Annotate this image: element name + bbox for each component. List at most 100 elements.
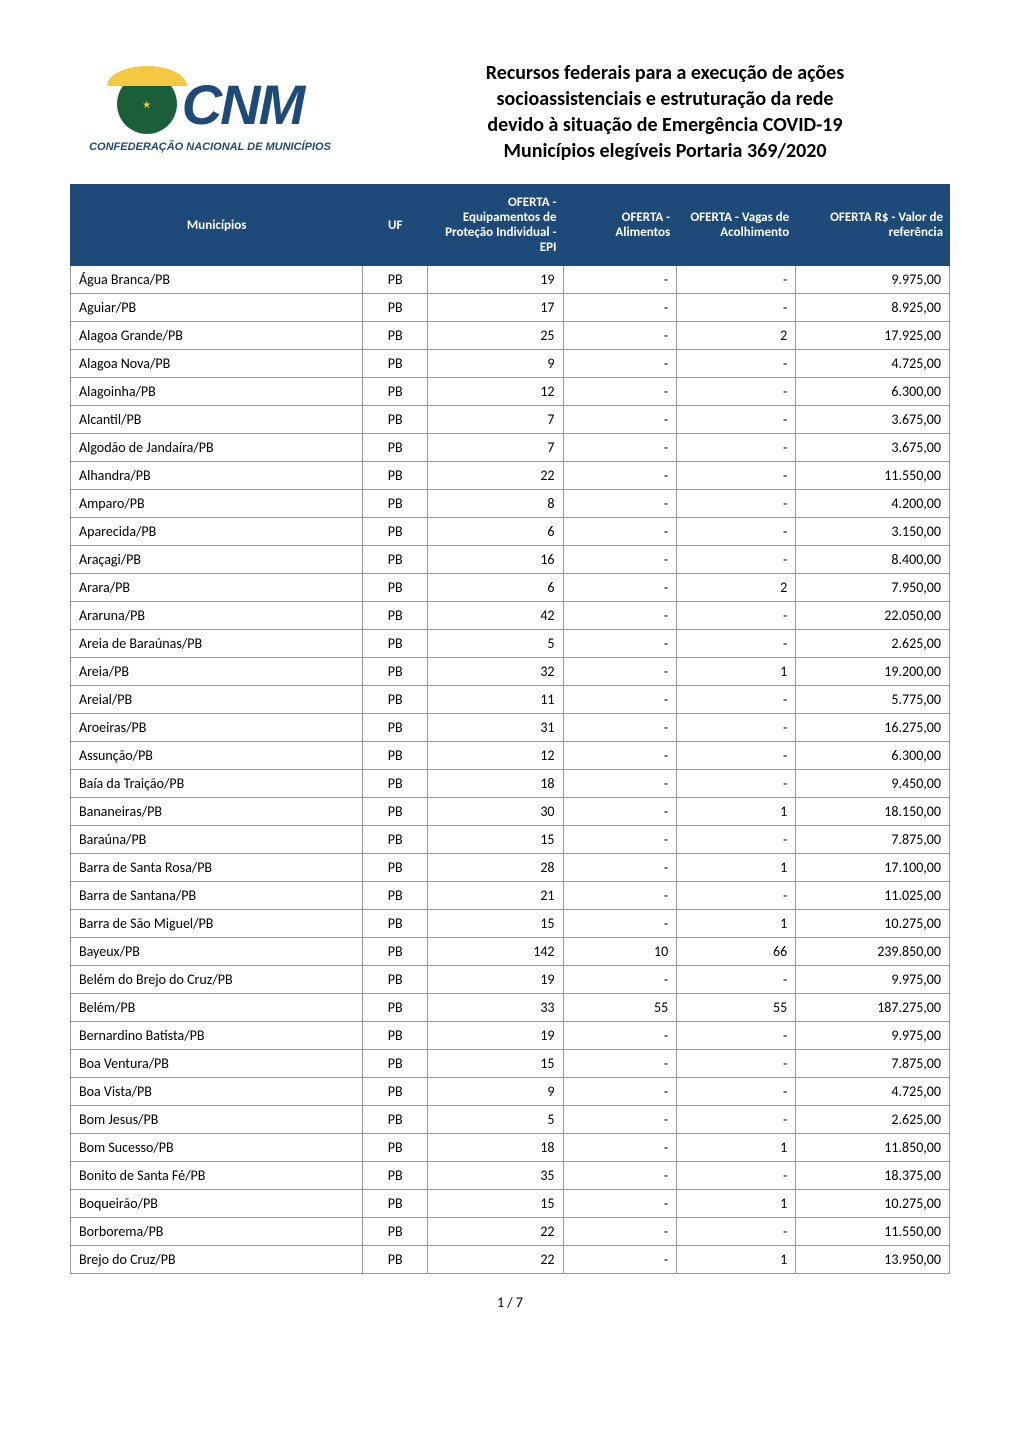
table-cell: Alagoa Grande/PB xyxy=(71,322,363,350)
table-cell: - xyxy=(677,462,796,490)
table-row: Barra de Santana/PBPB21--11.025,00 xyxy=(71,882,950,910)
table-cell: 19 xyxy=(428,1022,563,1050)
table-cell: 1 xyxy=(677,1190,796,1218)
title-line-1: Recursos federais para a execução de açõ… xyxy=(380,60,950,86)
table-cell: 9 xyxy=(428,350,563,378)
table-row: Baía da Traição/PBPB18--9.450,00 xyxy=(71,770,950,798)
table-cell: PB xyxy=(363,966,428,994)
table-cell: 239.850,00 xyxy=(796,938,950,966)
table-cell: 32 xyxy=(428,658,563,686)
table-cell: 17 xyxy=(428,294,563,322)
table-cell: 8.925,00 xyxy=(796,294,950,322)
table-cell: PB xyxy=(363,714,428,742)
table-cell: 6 xyxy=(428,518,563,546)
table-row: Bernardino Batista/PBPB19--9.975,00 xyxy=(71,1022,950,1050)
table-cell: 6.300,00 xyxy=(796,742,950,770)
table-cell: 1 xyxy=(677,1246,796,1274)
table-cell: - xyxy=(677,266,796,294)
table-cell: PB xyxy=(363,686,428,714)
table-cell: PB xyxy=(363,546,428,574)
col-header-municipios: Municípios xyxy=(71,185,363,266)
table-cell: - xyxy=(563,322,677,350)
table-cell: - xyxy=(563,350,677,378)
table-cell: 142 xyxy=(428,938,563,966)
table-cell: - xyxy=(563,854,677,882)
table-cell: 2 xyxy=(677,574,796,602)
table-cell: 1 xyxy=(677,658,796,686)
table-cell: 15 xyxy=(428,1050,563,1078)
table-cell: - xyxy=(563,798,677,826)
table-cell: PB xyxy=(363,434,428,462)
table-row: Barra de São Miguel/PBPB15-110.275,00 xyxy=(71,910,950,938)
table-row: Aroeiras/PBPB31--16.275,00 xyxy=(71,714,950,742)
table-row: Araçagi/PBPB16--8.400,00 xyxy=(71,546,950,574)
table-cell: 19 xyxy=(428,966,563,994)
table-cell: - xyxy=(677,490,796,518)
table-cell: 18 xyxy=(428,770,563,798)
table-row: Assunção/PBPB12--6.300,00 xyxy=(71,742,950,770)
table-cell: - xyxy=(563,1190,677,1218)
table-cell: - xyxy=(677,770,796,798)
table-row: Belém/PBPB335555187.275,00 xyxy=(71,994,950,1022)
table-cell: - xyxy=(677,1022,796,1050)
table-cell: Aroeiras/PB xyxy=(71,714,363,742)
table-cell: 2.625,00 xyxy=(796,1106,950,1134)
table-cell: Barra de Santa Rosa/PB xyxy=(71,854,363,882)
table-cell: 6.300,00 xyxy=(796,378,950,406)
table-cell: 4.725,00 xyxy=(796,1078,950,1106)
table-cell: PB xyxy=(363,938,428,966)
table-cell: PB xyxy=(363,798,428,826)
table-row: Areia/PBPB32-119.200,00 xyxy=(71,658,950,686)
table-row: Alagoa Nova/PBPB9--4.725,00 xyxy=(71,350,950,378)
table-cell: - xyxy=(677,742,796,770)
table-cell: - xyxy=(677,602,796,630)
table-row: Belém do Brejo do Cruz/PBPB19--9.975,00 xyxy=(71,966,950,994)
table-cell: PB xyxy=(363,1022,428,1050)
table-cell: Aparecida/PB xyxy=(71,518,363,546)
table-cell: - xyxy=(563,434,677,462)
table-cell: Alagoa Nova/PB xyxy=(71,350,363,378)
table-cell: - xyxy=(563,966,677,994)
table-body: Água Branca/PBPB19--9.975,00Aguiar/PBPB1… xyxy=(71,266,950,1274)
table-cell: PB xyxy=(363,1190,428,1218)
table-cell: 16 xyxy=(428,546,563,574)
table-cell: - xyxy=(677,1162,796,1190)
table-row: Arara/PBPB6-27.950,00 xyxy=(71,574,950,602)
table-cell: - xyxy=(677,1078,796,1106)
table-row: Barra de Santa Rosa/PBPB28-117.100,00 xyxy=(71,854,950,882)
table-cell: PB xyxy=(363,1050,428,1078)
table-cell: 1 xyxy=(677,1134,796,1162)
table-cell: 5.775,00 xyxy=(796,686,950,714)
table-cell: 11.025,00 xyxy=(796,882,950,910)
table-cell: 3.150,00 xyxy=(796,518,950,546)
table-cell: - xyxy=(563,1078,677,1106)
table-cell: - xyxy=(563,910,677,938)
table-cell: - xyxy=(677,378,796,406)
table-cell: 2.625,00 xyxy=(796,630,950,658)
municipalities-table: Municípios UF OFERTA - Equipamentos de P… xyxy=(70,184,950,1274)
table-cell: PB xyxy=(363,770,428,798)
table-cell: Araruna/PB xyxy=(71,602,363,630)
table-row: Aparecida/PBPB6--3.150,00 xyxy=(71,518,950,546)
table-cell: 11.550,00 xyxy=(796,462,950,490)
table-cell: PB xyxy=(363,1246,428,1274)
table-cell: - xyxy=(563,770,677,798)
table-cell: 15 xyxy=(428,910,563,938)
table-cell: Alcantil/PB xyxy=(71,406,363,434)
table-cell: 7.950,00 xyxy=(796,574,950,602)
table-cell: Bernardino Batista/PB xyxy=(71,1022,363,1050)
table-cell: - xyxy=(677,546,796,574)
table-cell: Barra de São Miguel/PB xyxy=(71,910,363,938)
title-line-2: socioassistenciais e estruturação da red… xyxy=(380,86,950,112)
table-cell: 19 xyxy=(428,266,563,294)
table-cell: - xyxy=(563,686,677,714)
table-cell: PB xyxy=(363,350,428,378)
col-header-alimentos: OFERTA - Alimentos xyxy=(563,185,677,266)
table-cell: 33 xyxy=(428,994,563,1022)
table-cell: - xyxy=(563,1218,677,1246)
table-cell: - xyxy=(563,462,677,490)
table-cell: - xyxy=(563,826,677,854)
table-cell: - xyxy=(563,1106,677,1134)
logo-graphic: CNM xyxy=(117,72,304,137)
col-header-epi: OFERTA - Equipamentos de Proteção Indivi… xyxy=(428,185,563,266)
